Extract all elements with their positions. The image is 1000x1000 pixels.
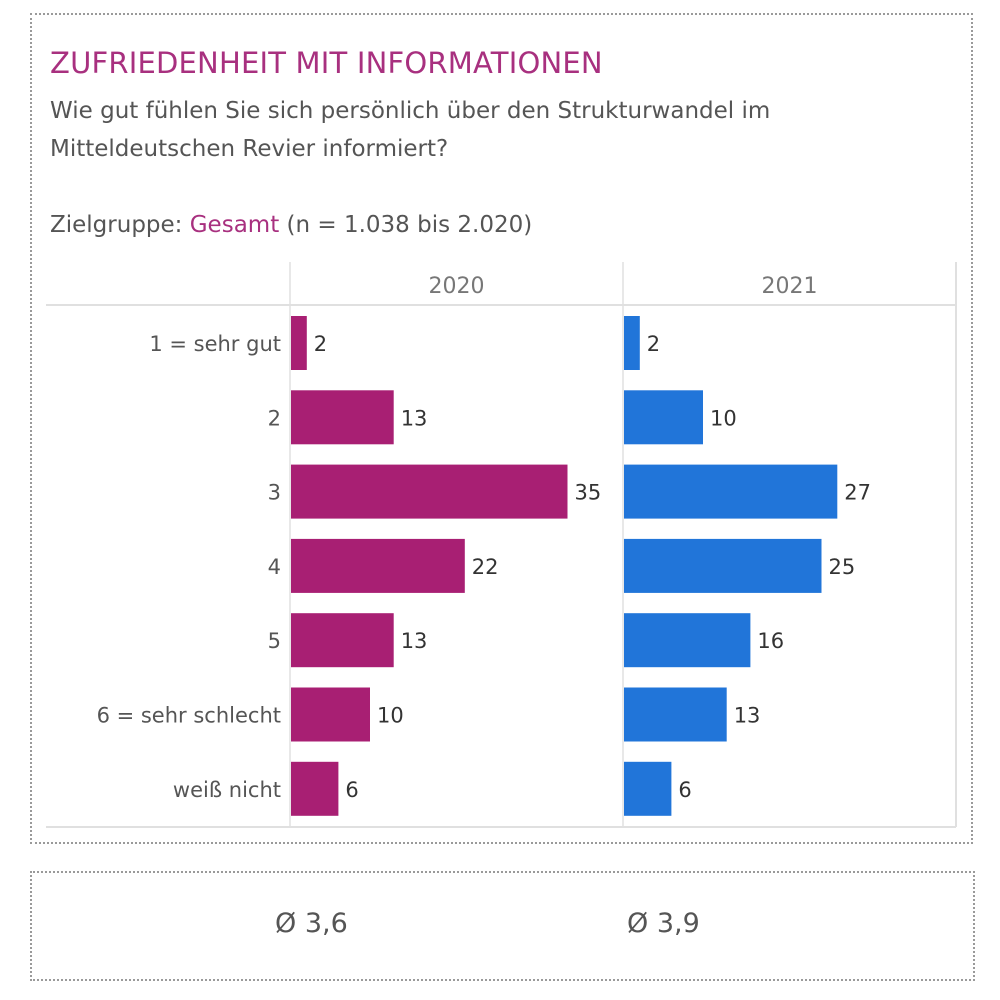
bar-2021 xyxy=(624,464,838,519)
chart-panel xyxy=(30,13,973,844)
bar-2021 xyxy=(624,538,822,593)
bar-2020 xyxy=(291,761,339,816)
target-group-label: Zielgruppe: xyxy=(50,212,183,238)
bar-2021 xyxy=(624,390,703,445)
data-label-2020: 35 xyxy=(575,481,602,505)
bar-2021 xyxy=(624,687,727,742)
data-label-2020: 22 xyxy=(472,555,499,579)
bar-2020 xyxy=(291,390,394,445)
data-label-2020: 13 xyxy=(401,406,428,430)
bar-2020 xyxy=(291,464,568,519)
category-label: weiß nicht xyxy=(173,778,281,802)
category-label: 6 = sehr schlecht xyxy=(97,704,281,728)
bar-2020 xyxy=(291,613,394,668)
data-label-2021: 27 xyxy=(844,481,871,505)
category-label: 4 xyxy=(268,555,281,579)
data-label-2020: 10 xyxy=(377,704,404,728)
average-2021: Ø 3,9 xyxy=(627,908,700,939)
category-label: 5 xyxy=(268,629,281,653)
bar-2021 xyxy=(624,761,672,816)
chart-title: ZUFRIEDENHEIT MIT INFORMATIONEN xyxy=(50,46,603,80)
average-2020: Ø 3,6 xyxy=(275,908,348,939)
averages-panel xyxy=(30,871,975,981)
data-label-2021: 10 xyxy=(710,406,737,430)
data-label-2020: 13 xyxy=(401,629,428,653)
data-label-2021: 25 xyxy=(829,555,856,579)
target-group: Zielgruppe: Gesamt (n = 1.038 bis 2.020) xyxy=(50,212,532,238)
data-label-2021: 6 xyxy=(678,778,691,802)
data-label-2021: 13 xyxy=(734,704,761,728)
bar-2020 xyxy=(291,316,307,370)
bar-2020 xyxy=(291,538,465,593)
data-label-2021: 2 xyxy=(647,332,660,356)
bar-2021 xyxy=(624,316,640,370)
data-label-2020: 2 xyxy=(314,332,327,356)
target-group-value: Gesamt xyxy=(189,212,280,238)
category-label: 2 xyxy=(268,406,281,430)
data-label-2021: 16 xyxy=(757,629,784,653)
data-label-2020: 6 xyxy=(345,778,358,802)
chart-question: Wie gut fühlen Sie sich persönlich über … xyxy=(50,98,771,162)
bar-2020 xyxy=(291,687,370,742)
category-label: 1 = sehr gut xyxy=(149,332,281,356)
column-header-2020: 2020 xyxy=(429,274,485,299)
bar-2021 xyxy=(624,613,751,668)
sample-size-note: (n = 1.038 bis 2.020) xyxy=(286,212,533,238)
column-header-2021: 2021 xyxy=(762,274,818,299)
category-label: 3 xyxy=(268,481,281,505)
